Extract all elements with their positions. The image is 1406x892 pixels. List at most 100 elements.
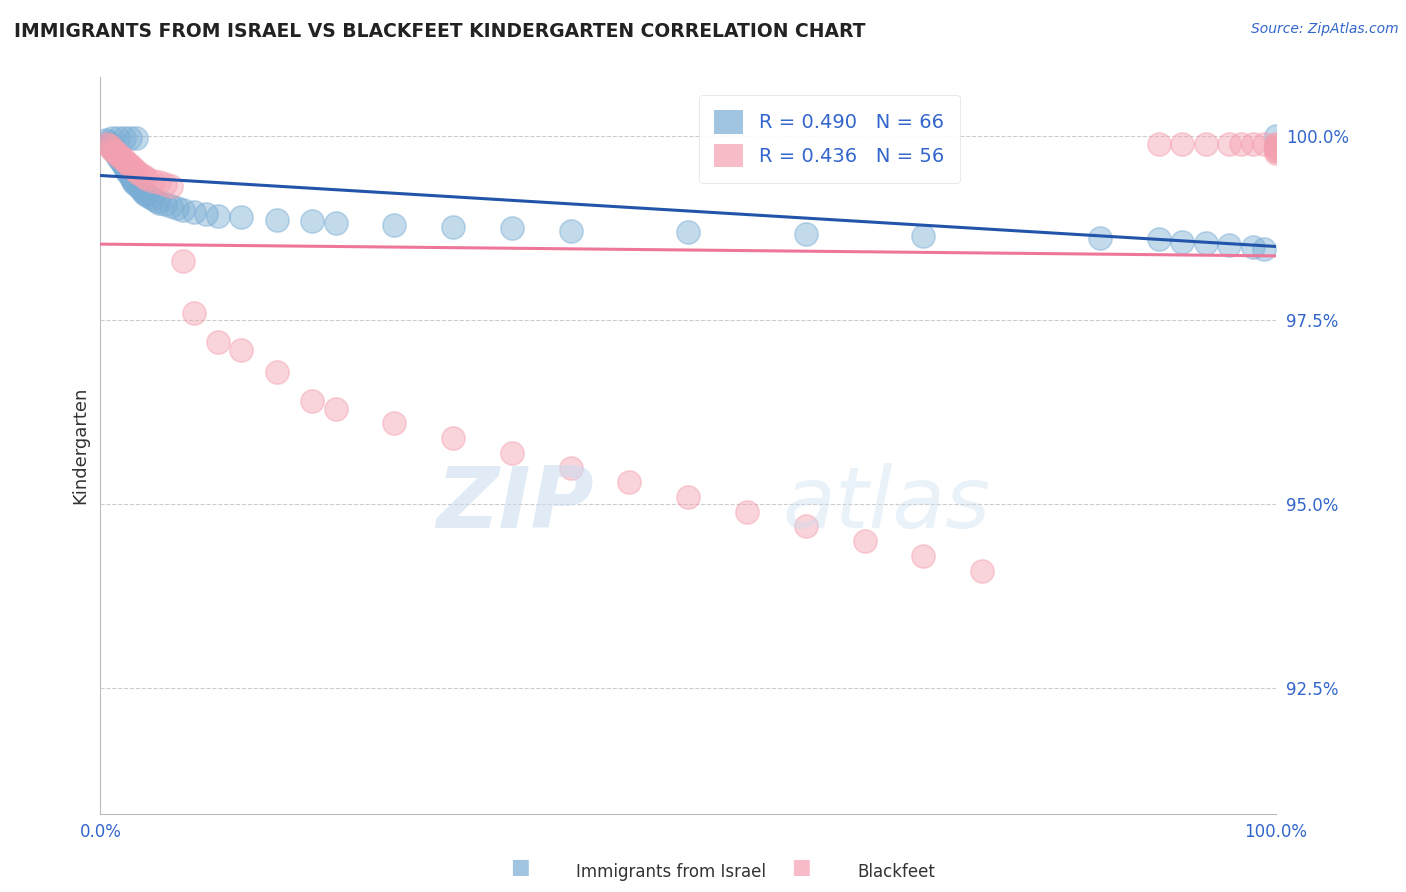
Point	[231, 343, 253, 357]
Point	[122, 173, 145, 187]
Point	[110, 150, 132, 164]
Point	[912, 228, 935, 243]
Point	[97, 138, 120, 153]
Point	[110, 155, 132, 169]
Point	[1194, 236, 1216, 251]
Point	[1218, 238, 1240, 252]
Point	[124, 177, 146, 191]
Point	[118, 169, 141, 183]
Point	[382, 417, 405, 431]
Point	[103, 144, 125, 158]
Point	[231, 211, 253, 225]
Point	[153, 197, 176, 211]
Point	[138, 190, 160, 204]
Point	[107, 150, 129, 164]
Point	[1241, 240, 1264, 254]
Point	[100, 140, 122, 154]
Point	[148, 175, 170, 189]
Point	[111, 152, 134, 166]
Point	[853, 534, 876, 549]
Point	[441, 431, 464, 445]
Point	[134, 169, 156, 184]
Text: Blackfeet: Blackfeet	[858, 863, 935, 881]
Point	[112, 159, 135, 173]
Point	[124, 162, 146, 177]
Point	[735, 505, 758, 519]
Point	[105, 145, 128, 160]
Point	[134, 186, 156, 201]
Point	[501, 446, 523, 460]
Point	[112, 130, 135, 145]
Point	[1265, 141, 1288, 155]
Point	[1194, 136, 1216, 151]
Point	[382, 218, 405, 232]
Point	[117, 164, 139, 178]
Point	[301, 394, 323, 409]
Point	[121, 161, 143, 175]
Point	[101, 143, 124, 157]
Text: ■: ■	[510, 857, 530, 877]
Point	[142, 173, 165, 187]
Point	[1253, 242, 1275, 256]
Legend: R = 0.490   N = 66, R = 0.436   N = 56: R = 0.490 N = 66, R = 0.436 N = 56	[699, 95, 960, 183]
Point	[501, 221, 523, 235]
Point	[124, 130, 146, 145]
Point	[97, 135, 120, 149]
Point	[115, 155, 138, 169]
Y-axis label: Kindergarten: Kindergarten	[72, 387, 89, 504]
Point	[1265, 144, 1288, 158]
Point	[148, 195, 170, 210]
Text: ■: ■	[792, 857, 811, 877]
Point	[120, 169, 142, 184]
Point	[127, 166, 149, 180]
Point	[1265, 145, 1288, 160]
Point	[1241, 136, 1264, 151]
Point	[127, 179, 149, 194]
Point	[172, 202, 194, 217]
Text: ZIP: ZIP	[436, 463, 595, 546]
Point	[301, 214, 323, 228]
Point	[1171, 136, 1194, 151]
Point	[619, 475, 641, 490]
Point	[1253, 136, 1275, 151]
Point	[676, 490, 699, 504]
Point	[114, 161, 136, 175]
Point	[124, 176, 146, 190]
Point	[441, 219, 464, 234]
Point	[107, 130, 129, 145]
Point	[1230, 136, 1253, 151]
Point	[121, 172, 143, 186]
Point	[115, 162, 138, 177]
Point	[136, 188, 159, 202]
Point	[160, 179, 183, 194]
Point	[110, 153, 132, 167]
Point	[108, 152, 131, 166]
Point	[1265, 143, 1288, 157]
Point	[266, 365, 288, 379]
Point	[101, 140, 124, 154]
Point	[1147, 232, 1170, 246]
Point	[1265, 139, 1288, 153]
Point	[104, 145, 127, 160]
Point	[1171, 235, 1194, 249]
Text: Source: ZipAtlas.com: Source: ZipAtlas.com	[1251, 22, 1399, 37]
Point	[207, 335, 229, 350]
Point	[1265, 136, 1288, 151]
Point	[98, 136, 121, 151]
Point	[103, 144, 125, 158]
Text: Immigrants from Israel: Immigrants from Israel	[576, 863, 766, 881]
Point	[972, 564, 994, 578]
Point	[101, 130, 124, 145]
Point	[207, 209, 229, 223]
Point	[117, 166, 139, 180]
Point	[1265, 129, 1288, 144]
Point	[118, 159, 141, 173]
Point	[131, 168, 153, 182]
Point	[1088, 231, 1111, 245]
Point	[105, 147, 128, 161]
Point	[1147, 136, 1170, 151]
Point	[1218, 136, 1240, 151]
Point	[560, 460, 582, 475]
Point	[136, 172, 159, 186]
Point	[124, 164, 146, 178]
